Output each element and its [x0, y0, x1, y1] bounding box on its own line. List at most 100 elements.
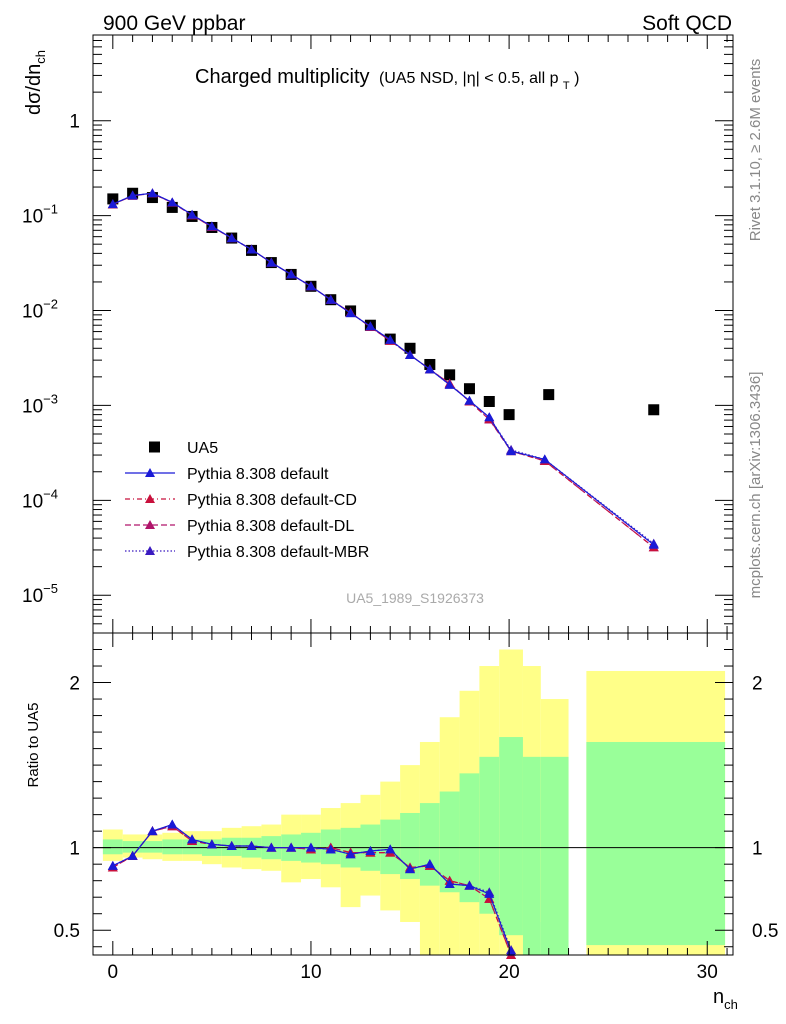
ratio-marker — [305, 842, 316, 852]
y-tick-label: 1 — [69, 112, 80, 133]
legend-label: Pythia 8.308 default-CD — [187, 492, 357, 509]
ratio-marker — [385, 844, 396, 854]
x-axis-label-subscript: ch — [724, 997, 738, 1012]
ratio-marker — [365, 845, 376, 855]
legend: UA5 Pythia 8.308 default Pythia 8.308 defa… — [125, 440, 369, 561]
axis-ticks: 0 10 20 30 10−5 10−4 10−3 10−2 10−1 1 0.5 0.5 1 1 2 2 — [22, 34, 778, 983]
series-marker — [167, 197, 178, 207]
x-axis-label-main: n — [713, 986, 724, 1008]
series-marker — [127, 190, 138, 200]
ratio-tick-label-right: 2 — [752, 674, 763, 695]
data-point — [503, 409, 515, 421]
ratio-marker — [187, 834, 198, 844]
y-tick-label: 10−5 — [22, 581, 58, 607]
series-marker — [648, 539, 659, 549]
ratio-tick-label: 1 — [69, 839, 80, 860]
data-point — [107, 193, 119, 205]
band-stat — [400, 812, 420, 880]
chart-title: Charged multiplicity (UA5 NSD, |η| < 0.5… — [195, 66, 579, 93]
header-right: Soft QCD — [642, 12, 732, 35]
ratio-marker — [345, 849, 356, 859]
ratio-tick-label: 0.5 — [54, 921, 80, 942]
x-axis-label: nch — [713, 986, 738, 1012]
band-stat — [499, 737, 523, 936]
band-stat — [102, 839, 123, 855]
ratio-marker — [127, 850, 138, 860]
series-marker — [405, 349, 416, 359]
ratio-marker — [206, 839, 217, 849]
ratio-marker — [246, 841, 257, 851]
ratio-marker — [424, 859, 435, 869]
ratio-tick-label: 2 — [69, 674, 80, 695]
series-marker — [266, 257, 277, 267]
series-marker — [305, 281, 316, 291]
legend-label: Pythia 8.308 default-DL — [187, 518, 354, 535]
series-marker — [444, 379, 455, 389]
data-point — [166, 201, 178, 213]
main-panel-data — [107, 187, 660, 421]
legend-data-marker — [149, 441, 160, 453]
ratio-series — [107, 819, 517, 959]
data-point — [543, 389, 555, 401]
series-marker — [147, 188, 158, 198]
data-point — [404, 342, 416, 354]
ratio-bands — [93, 649, 733, 955]
legend-marker — [145, 520, 155, 529]
band-stat — [522, 756, 541, 955]
ratio-tick-label-right: 1 — [752, 839, 763, 860]
watermark: UA5_1989_S1926373 — [346, 590, 484, 606]
series-marker — [345, 308, 356, 318]
series-marker — [226, 233, 237, 243]
legend-marker — [145, 494, 155, 503]
data-point — [463, 383, 475, 395]
series-marker — [246, 244, 257, 254]
band-stat — [439, 791, 460, 893]
band-stat — [419, 803, 440, 886]
chart-title-sub-end: ) — [574, 70, 579, 87]
band-stat — [142, 841, 163, 853]
mcplots-label: mcplots.cern.ch [arXiv:1306.3436] — [747, 372, 764, 599]
legend-marker — [145, 468, 155, 477]
legend-label: UA5 — [187, 440, 218, 457]
series-marker — [424, 364, 435, 374]
ratio-marker — [226, 841, 237, 851]
series-marker — [506, 446, 517, 456]
y-axis-label-main: dσ/dn — [23, 64, 45, 115]
ratio-marker — [286, 842, 297, 852]
series-marker — [385, 334, 396, 344]
chart-title-main: Charged multiplicity — [195, 66, 370, 88]
series-marker — [484, 412, 495, 422]
ratio-marker — [464, 880, 475, 890]
ratio-marker — [405, 864, 416, 874]
header-left: 900 GeV ppbar — [103, 12, 245, 35]
x-tick-label: 20 — [499, 962, 520, 983]
chart-title-sub: (UA5 NSD, |η| < 0.5, all p — [379, 70, 559, 87]
ratio-marker — [444, 878, 455, 888]
data-point — [648, 404, 660, 416]
y-tick-label: 10−2 — [22, 297, 58, 323]
series-marker — [206, 221, 217, 231]
y-axis-label-subscript: ch — [33, 50, 48, 64]
x-tick-label: 0 — [108, 962, 119, 983]
x-tick-label: 30 — [697, 962, 718, 983]
ratio-marker — [147, 826, 158, 836]
legend-label: Pythia 8.308 default — [187, 466, 329, 483]
ratio-tick-label-right: 0.5 — [752, 921, 778, 942]
rivet-label: Rivet 3.1.10, ≥ 2.6M events — [747, 59, 764, 242]
ratio-frame — [92, 632, 734, 956]
ratio-marker — [167, 819, 178, 829]
ratio-marker — [484, 888, 495, 898]
legend-marker — [145, 546, 155, 555]
band-stat — [162, 839, 183, 855]
data-point — [444, 369, 456, 381]
y-tick-label: 10−3 — [22, 391, 58, 417]
band-stat — [540, 756, 569, 955]
series-marker — [365, 321, 376, 331]
ratio-marker — [266, 842, 277, 852]
y-tick-label: 10−1 — [22, 202, 58, 228]
band-stat — [586, 741, 726, 946]
series-marker — [187, 209, 198, 219]
ratio-marker — [506, 946, 517, 956]
band-stat — [459, 773, 480, 903]
